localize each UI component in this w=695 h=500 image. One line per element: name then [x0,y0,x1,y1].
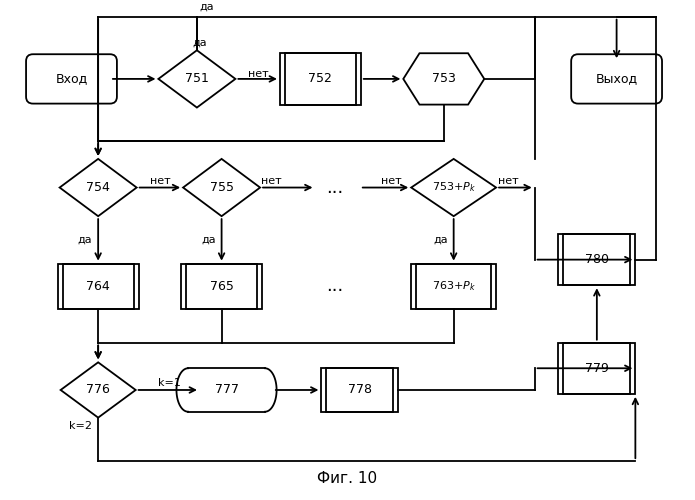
Text: да: да [433,235,448,245]
Text: нет: нет [498,176,518,186]
Text: 779: 779 [585,362,609,375]
Text: 777: 777 [215,384,238,396]
Text: 753: 753 [432,72,456,86]
Polygon shape [411,159,496,216]
Bar [186,264,257,309]
Text: нет: нет [381,176,402,186]
Polygon shape [183,159,260,216]
Polygon shape [403,53,484,104]
Bar [558,342,635,394]
Bar [285,53,356,104]
Text: 780: 780 [585,253,609,266]
Text: Выход: Выход [596,72,638,86]
FancyBboxPatch shape [571,54,662,104]
Text: нет: нет [261,176,281,186]
Text: 755: 755 [210,181,234,194]
Bar [326,368,393,412]
Bar [411,264,496,309]
Text: нет: нет [149,176,170,186]
Bar [280,53,361,104]
Bar [563,234,630,285]
Text: 752: 752 [309,72,332,86]
Text: 776: 776 [86,384,110,396]
Text: да: да [193,38,207,48]
Text: 765: 765 [210,280,234,293]
Text: k=1: k=1 [158,378,181,388]
Text: да: да [200,2,215,12]
Text: 753+$P_k$: 753+$P_k$ [432,180,475,194]
Bar [188,368,265,412]
Bar [63,264,133,309]
Text: 778: 778 [348,384,372,396]
Text: ...: ... [327,278,344,295]
Text: 754: 754 [86,181,110,194]
Text: Фиг. 10: Фиг. 10 [317,472,377,486]
Text: Вход: Вход [56,72,88,86]
Text: 764: 764 [86,280,110,293]
Text: да: да [78,235,92,245]
Bar [563,342,630,394]
Text: 751: 751 [185,72,208,86]
FancyBboxPatch shape [26,54,117,104]
Bar [416,264,491,309]
Polygon shape [60,159,137,216]
Bar [558,234,635,285]
Text: да: да [201,235,215,245]
Bar [58,264,138,309]
Bar [181,264,262,309]
Text: нет: нет [248,69,269,79]
Text: 763+$P_k$: 763+$P_k$ [432,280,475,293]
Bar [321,368,398,412]
Text: ...: ... [327,178,344,196]
Polygon shape [60,362,136,418]
Polygon shape [158,50,236,108]
Text: k=2: k=2 [69,420,92,430]
